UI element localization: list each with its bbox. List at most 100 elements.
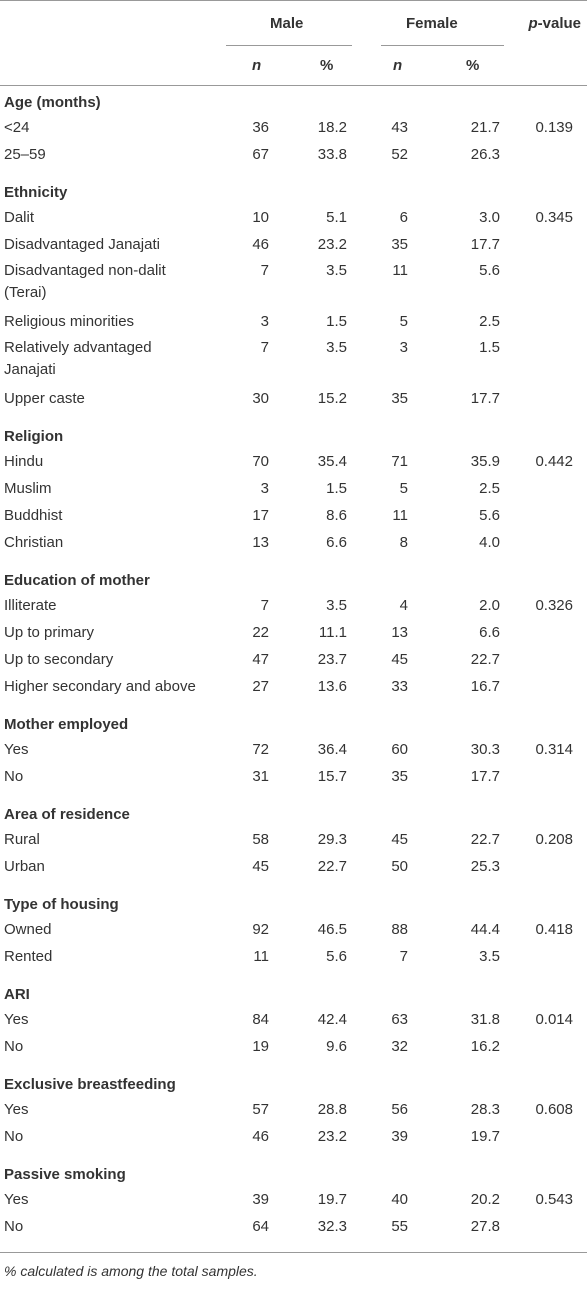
row-label: Up to primary — [4, 624, 95, 641]
female-n-cell: 33 — [391, 678, 408, 695]
male-pct-cell: 9.6 — [326, 1038, 347, 1055]
male-pct-header: % — [320, 57, 334, 74]
table-row: Yes 57 28.8 56 28.3 0.608 — [0, 1096, 587, 1123]
pvalue-cell: 0.608 — [535, 1101, 573, 1118]
row-label: Higher secondary and above — [4, 678, 196, 695]
section-header: Religion — [0, 420, 587, 448]
male-n-cell: 45 — [252, 858, 269, 875]
male-n-cell: 7 — [260, 597, 269, 614]
female-pct-cell: 44.4 — [470, 921, 500, 938]
male-pct-cell: 23.2 — [317, 236, 347, 253]
female-n-cell: 35 — [391, 768, 408, 785]
section-header: Passive smoking — [0, 1158, 587, 1186]
male-pct-cell: 3.5 — [326, 262, 347, 279]
male-n-cell: 27 — [252, 678, 269, 695]
section-title: Religion — [4, 428, 64, 445]
male-pct-cell: 29.3 — [317, 831, 347, 848]
section-title: Passive smoking — [4, 1166, 126, 1183]
row-label: Rented — [4, 948, 53, 965]
row-label: Christian — [4, 534, 64, 551]
row-label: Disadvantaged Janajati — [4, 236, 160, 253]
table-row: Yes 84 42.4 63 31.8 0.014 — [0, 1006, 587, 1033]
table-row: Yes 72 36.4 60 30.3 0.314 — [0, 736, 587, 763]
row-label: Yes — [4, 1191, 29, 1208]
pvalue-cell: 0.314 — [535, 741, 573, 758]
row-label: Up to secondary — [4, 651, 114, 668]
table-row: 25–59 67 33.8 52 26.3 — [0, 141, 587, 168]
male-n-cell: 46 — [252, 236, 269, 253]
male-n-header: n — [252, 57, 262, 74]
female-n-cell: 7 — [399, 948, 408, 965]
table-footnote: % calculated is among the total samples. — [4, 1263, 258, 1279]
male-pct-cell: 22.7 — [317, 858, 347, 875]
female-n-cell: 13 — [391, 624, 408, 641]
table-row: Rented 11 5.6 7 3.5 — [0, 943, 587, 970]
female-group-rule — [381, 45, 504, 46]
female-pct-cell: 27.8 — [470, 1218, 500, 1235]
row-label: No — [4, 1218, 24, 1235]
female-pct-cell: 1.5 — [479, 339, 500, 356]
section-header: Ethnicity — [0, 176, 587, 204]
section-title: Ethnicity — [4, 184, 68, 201]
male-n-cell: 64 — [252, 1218, 269, 1235]
female-n-cell: 8 — [399, 534, 408, 551]
table-row: Upper caste 30 15.2 35 17.7 — [0, 385, 587, 412]
row-label: Buddhist — [4, 507, 63, 524]
female-header: Female — [406, 15, 458, 32]
female-pct-cell: 25.3 — [470, 858, 500, 875]
male-pct-cell: 19.7 — [317, 1191, 347, 1208]
female-pct-cell: 30.3 — [470, 741, 500, 758]
male-n-cell: 7 — [260, 262, 269, 279]
female-pct-header: % — [466, 57, 480, 74]
table-row: No 46 23.2 39 19.7 — [0, 1123, 587, 1150]
male-pct-cell: 35.4 — [317, 453, 347, 470]
row-label: Disadvantaged non-dalit (Terai) — [4, 262, 166, 301]
female-n-cell: 11 — [392, 262, 408, 279]
male-pct-cell: 23.2 — [317, 1128, 347, 1145]
table-row: Higher secondary and above 27 13.6 33 16.7 — [0, 673, 587, 700]
section-spacer — [0, 556, 587, 564]
female-n-cell: 5 — [399, 480, 408, 497]
male-n-cell: 67 — [252, 146, 269, 163]
row-label: No — [4, 768, 24, 785]
male-n-cell: 72 — [252, 741, 269, 758]
male-pct-cell: 8.6 — [326, 507, 347, 524]
section-header: Education of mother — [0, 564, 587, 592]
row-label: Rural — [4, 831, 40, 848]
table-row: Dalit 10 5.1 6 3.0 0.345 — [0, 204, 587, 231]
male-n-cell: 22 — [252, 624, 269, 641]
pvalue-header: p-value — [528, 15, 581, 32]
section-title: Education of mother — [4, 572, 150, 589]
table-row: Disadvantaged Janajati 46 23.2 35 17.7 — [0, 231, 587, 258]
section-title: Mother employed — [4, 716, 129, 733]
female-pct-cell: 16.7 — [470, 678, 500, 695]
female-pct-cell: 17.7 — [470, 236, 500, 253]
male-pct-cell: 15.2 — [317, 390, 347, 407]
section-header: Age (months) — [0, 86, 587, 114]
female-pct-cell: 17.7 — [470, 390, 500, 407]
table-row: Buddhist 17 8.6 11 5.6 — [0, 502, 587, 529]
section-spacer — [0, 970, 587, 978]
section-spacer — [0, 1060, 587, 1068]
male-n-cell: 13 — [252, 534, 269, 551]
section-spacer — [0, 412, 587, 420]
table-bottom-rule — [0, 1252, 587, 1253]
female-n-cell: 45 — [391, 651, 408, 668]
section-title: Area of residence — [4, 806, 130, 823]
female-pct-cell: 2.5 — [479, 480, 500, 497]
row-label: Urban — [4, 858, 45, 875]
table-body: Age (months) <24 36 18.2 43 21.7 0.139 25–59 67 3… — [0, 86, 587, 1248]
row-label: Religious minorities — [4, 313, 135, 330]
female-pct-cell: 26.3 — [470, 146, 500, 163]
section-header: ARI — [0, 978, 587, 1006]
male-n-cell: 58 — [252, 831, 269, 848]
pvalue-cell: 0.442 — [535, 453, 573, 470]
female-pct-cell: 22.7 — [470, 831, 500, 848]
table-row: No 64 32.3 55 27.8 — [0, 1213, 587, 1240]
section-title: ARI — [4, 986, 30, 1003]
section-spacer — [0, 1240, 587, 1248]
female-pct-cell: 21.7 — [470, 119, 500, 136]
section-spacer — [0, 790, 587, 798]
male-pct-cell: 11.1 — [318, 624, 347, 641]
row-label: Upper caste — [4, 390, 85, 407]
